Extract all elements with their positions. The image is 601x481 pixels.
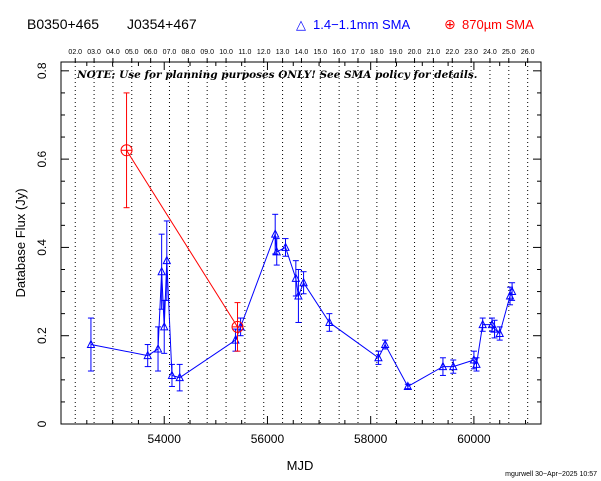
- source-name-1: B0350+465: [27, 16, 99, 32]
- ticks-layer: 02.0 03.0 04.0 05.0 06.0 07.0 08.0 09.0 10.0 11.0…: [35, 49, 541, 446]
- top-axis-label: 03.0: [87, 49, 101, 56]
- legend-label-red: 870µm SMA: [462, 17, 534, 32]
- data-point-triangle: [403, 381, 413, 390]
- x-tick-label: 56000: [251, 432, 285, 446]
- top-axis-label: 19.0: [389, 49, 403, 56]
- y-tick-label: 0: [35, 420, 49, 427]
- top-axis-label: 24.0: [483, 49, 497, 56]
- data-point-triangle: [299, 277, 308, 287]
- data-point-triangle: [380, 339, 390, 349]
- series-layer: [86, 92, 517, 392]
- data-point-triangle: [270, 229, 280, 238]
- data-point-triangle: [175, 372, 185, 382]
- top-axis-label: 10.0: [219, 49, 233, 56]
- data-point-triangle: [294, 290, 303, 300]
- top-axis-label: 04.0: [106, 49, 120, 56]
- data-point-triangle: [374, 352, 383, 362]
- x-tick-label: 60000: [457, 432, 491, 446]
- data-point-triangle: [325, 317, 334, 326]
- data-point-triangle: [272, 246, 282, 256]
- data-point-triangle: [167, 370, 177, 379]
- top-axis-label: 26.0: [521, 49, 535, 56]
- x-axis-label: MJD: [287, 458, 314, 473]
- top-axis-label: 05.0: [125, 49, 139, 56]
- footer-credit: mgurwell 30−Apr−2025 10:57: [505, 471, 597, 478]
- y-tick-label: 0.8: [35, 62, 49, 79]
- series-line: [126, 150, 238, 328]
- data-point-triangle: [153, 343, 163, 353]
- data-point-triangle: [472, 359, 481, 368]
- top-axis-label: 13.0: [276, 49, 290, 56]
- note-text: NOTE: Use for planning purposes ONLY! Se…: [76, 69, 477, 81]
- top-axis-label: 17.0: [351, 49, 365, 56]
- top-axis-label: 16.0: [332, 49, 346, 56]
- data-point-triangle: [448, 361, 458, 371]
- top-axis-label: 23.0: [464, 49, 478, 56]
- top-axis-label: 25.0: [502, 49, 516, 56]
- top-axis-label: 12.0: [257, 49, 271, 56]
- top-axis-label: 15.0: [313, 49, 327, 56]
- legend-label-blue: 1.4−1.1mm SMA: [313, 17, 411, 32]
- top-axis-label: 06.0: [144, 49, 158, 56]
- y-axis-label: Database Flux (Jy): [13, 188, 28, 297]
- data-point-triangle: [159, 321, 169, 331]
- data-point-triangle: [495, 328, 505, 337]
- legend-symbol-red: ⊕: [444, 17, 456, 33]
- data-point-triangle: [291, 273, 301, 282]
- y-tick-label: 0.4: [35, 239, 49, 256]
- top-axis-label: 02.0: [68, 49, 82, 56]
- series-red: [120, 92, 244, 352]
- top-axis-label: 18.0: [370, 49, 384, 56]
- top-axis-label: 08.0: [182, 49, 196, 56]
- data-point-triangle: [490, 323, 499, 333]
- y-tick-label: 0.6: [35, 150, 49, 167]
- top-axis-label: 11.0: [238, 49, 251, 56]
- data-point-triangle: [507, 286, 517, 296]
- top-axis-label: 20.0: [408, 49, 422, 56]
- legend-symbol-blue: △: [296, 18, 306, 33]
- data-point-triangle: [438, 361, 448, 371]
- top-axis-label: 09.0: [200, 49, 214, 56]
- data-point-triangle: [157, 266, 166, 276]
- grid-layer: [74, 62, 529, 424]
- source-name-2: J0354+467: [127, 16, 197, 32]
- top-axis-label: 22.0: [445, 49, 459, 56]
- data-point-triangle: [143, 350, 153, 360]
- x-tick-label: 58000: [354, 432, 388, 446]
- data-point-triangle: [162, 255, 172, 265]
- data-point-triangle: [86, 339, 96, 349]
- data-point-triangle: [487, 319, 497, 329]
- data-point-triangle: [281, 242, 290, 251]
- y-tick-label: 0.2: [35, 327, 49, 344]
- data-point-triangle: [469, 354, 479, 364]
- top-axis-label: 21.0: [427, 49, 441, 56]
- x-tick-label: 54000: [148, 432, 182, 446]
- top-axis-label: 14.0: [295, 49, 309, 56]
- top-axis-label: 07.0: [163, 49, 177, 56]
- data-point-triangle: [478, 319, 487, 329]
